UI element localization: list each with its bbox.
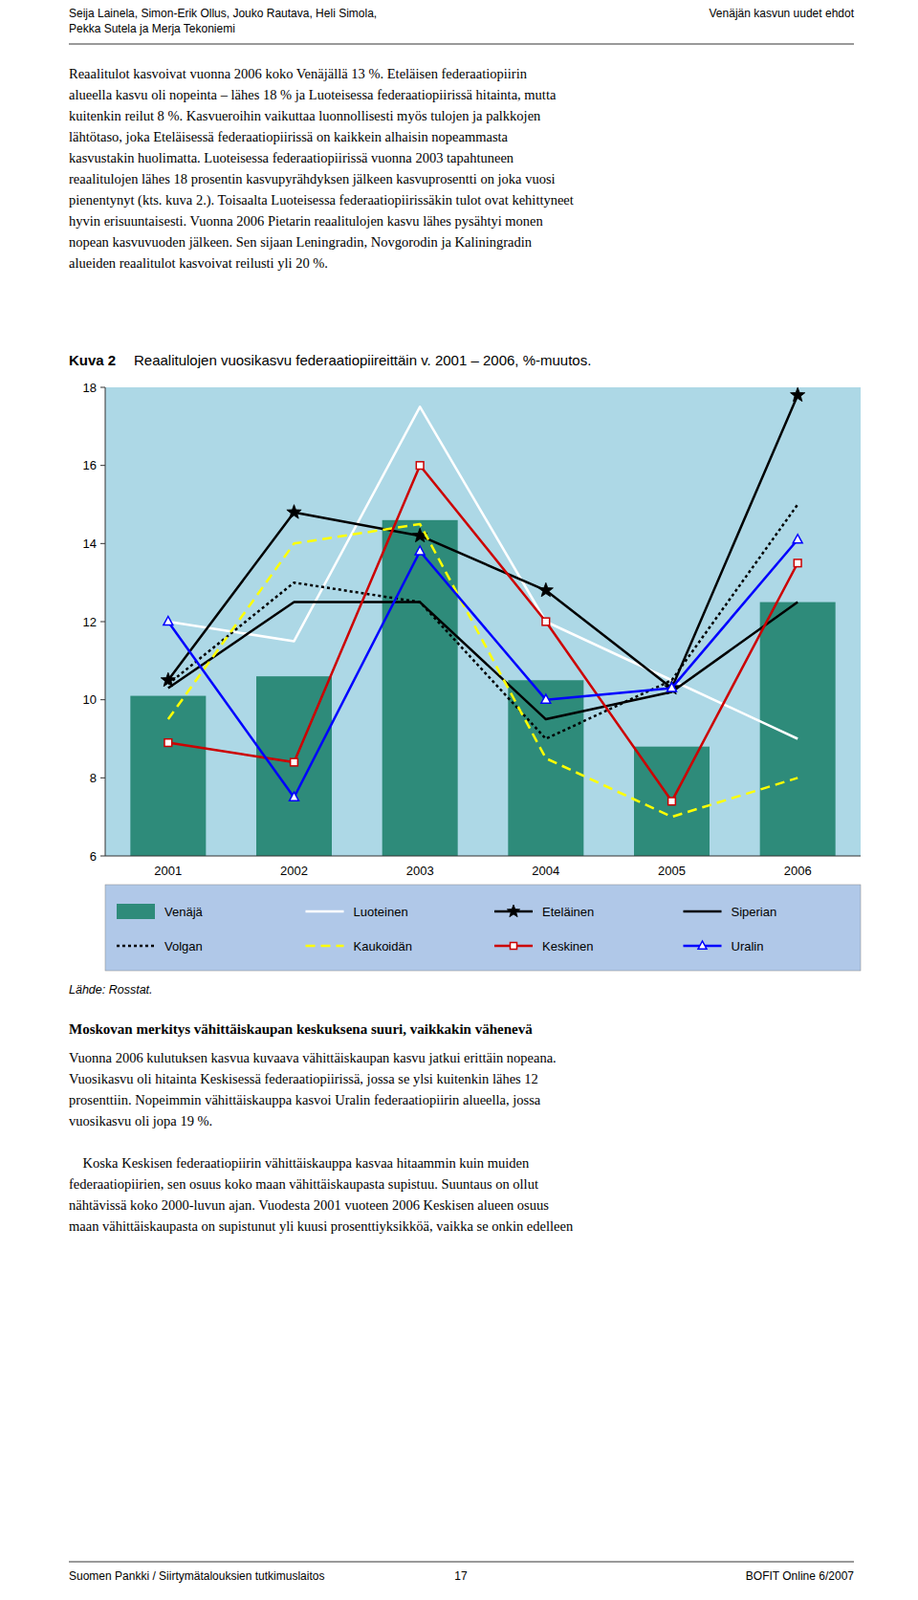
body-text: Koska Keskisen federaatiopiirin vähittäi… bbox=[68, 1155, 530, 1171]
legend-label: Uralin bbox=[731, 939, 765, 954]
y-tick bbox=[100, 543, 106, 545]
line bbox=[168, 504, 798, 740]
line bbox=[168, 406, 798, 739]
body-text: hyvin erisuuntaisesti. Vuonna 2006 Pieta… bbox=[68, 213, 545, 229]
marker bbox=[538, 582, 553, 596]
x-tick-label: 2001 bbox=[153, 863, 182, 878]
footer-center: 17 bbox=[454, 1569, 468, 1583]
legend-box bbox=[105, 884, 861, 971]
legend-label: Siperian bbox=[731, 904, 778, 919]
footer-rule bbox=[68, 1561, 854, 1563]
section-heading: Moskovan merkitys vähittäiskaupan keskuk… bbox=[68, 1021, 533, 1037]
legend-swatch bbox=[306, 944, 345, 948]
marker bbox=[415, 546, 425, 555]
source-note: Lähde: Rosstat. bbox=[68, 983, 153, 997]
marker bbox=[541, 694, 551, 703]
marker bbox=[164, 739, 173, 747]
bar bbox=[507, 679, 584, 856]
body-text: nähtävissä koko 2000-luvun ajan. Vuodest… bbox=[68, 1197, 549, 1213]
legend-label: Eteläinen bbox=[542, 904, 594, 919]
marker bbox=[667, 682, 678, 692]
legend-swatch bbox=[116, 903, 155, 919]
marker bbox=[289, 791, 300, 801]
legend-marker bbox=[698, 940, 707, 949]
y-tick bbox=[100, 387, 106, 389]
y-tick-label: 16 bbox=[83, 458, 97, 473]
y-tick bbox=[100, 464, 106, 466]
body-text: pienentynyt (kts. kuva 2.). Toisaalta Lu… bbox=[68, 192, 574, 209]
bar bbox=[760, 602, 836, 856]
y-tick bbox=[100, 777, 106, 779]
marker bbox=[668, 797, 677, 806]
line bbox=[168, 394, 798, 688]
marker bbox=[286, 504, 302, 519]
legend-swatch bbox=[116, 944, 155, 948]
body-text: Vuosikasvu oli hitainta Keskisessä feder… bbox=[68, 1071, 539, 1087]
y-tick bbox=[100, 621, 106, 623]
header-right: Venäjän kasvun uudet ehdot bbox=[709, 6, 855, 21]
bar bbox=[382, 520, 459, 856]
y-tick-label: 14 bbox=[83, 536, 97, 551]
legend-label: Kaukoidän bbox=[353, 939, 413, 954]
body-text: Reaalitulot kasvoivat vuonna 2006 koko V… bbox=[68, 65, 528, 82]
bar bbox=[130, 696, 206, 856]
body-text: maan vähittäiskaupasta on supistunut yli… bbox=[68, 1218, 574, 1234]
plot-background bbox=[105, 387, 861, 856]
line bbox=[168, 524, 798, 817]
x-tick-label: 2006 bbox=[784, 863, 812, 878]
header-left-line: Pekka Sutela ja Merja Tekoniemi bbox=[68, 21, 236, 36]
y-tick bbox=[100, 699, 106, 700]
x-tick-label: 2003 bbox=[406, 863, 435, 878]
marker bbox=[163, 616, 174, 626]
body-text: prosenttiin. Nopeimmin vähittäiskauppa k… bbox=[68, 1092, 542, 1108]
line bbox=[168, 539, 798, 798]
body-text: alueella kasvu oli nopeinta – lähes 18 %… bbox=[68, 87, 557, 103]
marker bbox=[790, 387, 806, 401]
chart-title: Kuva 2 bbox=[68, 351, 116, 369]
legend-label: Venäjä bbox=[164, 904, 204, 919]
legend-swatch bbox=[683, 910, 722, 914]
marker bbox=[415, 461, 424, 470]
legend-label: Keskinen bbox=[542, 939, 593, 954]
page: Seija Lainela, Simon-Erik Ollus, Jouko R… bbox=[0, 0, 918, 1600]
x-tick-label: 2004 bbox=[531, 863, 560, 878]
x-tick-label: 2002 bbox=[280, 863, 308, 878]
legend-swatch bbox=[306, 910, 345, 914]
x-axis bbox=[105, 855, 861, 857]
body-text: alueiden reaalitulot kasvoivat reilusti … bbox=[68, 255, 328, 271]
line bbox=[168, 465, 798, 802]
header-rule bbox=[68, 43, 854, 45]
header-left: Seija Lainela, Simon-Erik Ollus, Jouko R… bbox=[68, 6, 377, 36]
marker bbox=[290, 758, 299, 766]
line bbox=[168, 602, 798, 721]
y-tick-label: 8 bbox=[89, 770, 97, 786]
legend-marker bbox=[510, 942, 518, 950]
marker bbox=[793, 559, 802, 568]
body-text: lähtötaso, joka Eteläisessä federaatiopi… bbox=[68, 129, 509, 145]
marker bbox=[792, 534, 803, 544]
body-text: reaalitulojen lähes 18 prosentin kasvupy… bbox=[68, 171, 556, 187]
body-text: kasvustakin huolimatta. Luoteisessa fede… bbox=[68, 150, 515, 166]
x-tick-label: 2005 bbox=[657, 863, 686, 878]
y-tick-label: 10 bbox=[83, 692, 97, 707]
footer-right: BOFIT Online 6/2007 bbox=[745, 1569, 855, 1583]
body-text: federaatiopiirien, sen osuus koko maan v… bbox=[68, 1176, 539, 1192]
plot-marks bbox=[130, 387, 835, 856]
body-text: vuosikasvu oli jopa 19 %. bbox=[68, 1113, 213, 1129]
legend-marker bbox=[506, 904, 520, 918]
y-tick-label: 6 bbox=[89, 849, 97, 864]
y-tick bbox=[100, 855, 106, 857]
legend-label: Luoteinen bbox=[353, 904, 409, 919]
y-tick-label: 18 bbox=[83, 380, 97, 395]
body-text: kuitenkin reilut 8 %. Kasvueroihin vaiku… bbox=[68, 108, 542, 124]
body-text: Vuonna 2006 kulutuksen kasvua kuvaava vä… bbox=[68, 1049, 557, 1066]
footer-left: Suomen Pankki / Siirtymätalouksien tutki… bbox=[68, 1569, 325, 1583]
marker bbox=[542, 617, 550, 626]
chart-subtitle: Reaalitulojen vuosikasvu federaatiopiire… bbox=[133, 351, 591, 369]
header-left-line: Seija Lainela, Simon-Erik Ollus, Jouko R… bbox=[68, 6, 377, 21]
bar bbox=[256, 676, 332, 856]
legend-label: Volgan bbox=[164, 939, 203, 954]
y-tick-label: 12 bbox=[83, 614, 97, 630]
body-text: nopean kasvuvuoden jälkeen. Sen sijaan L… bbox=[68, 234, 533, 250]
